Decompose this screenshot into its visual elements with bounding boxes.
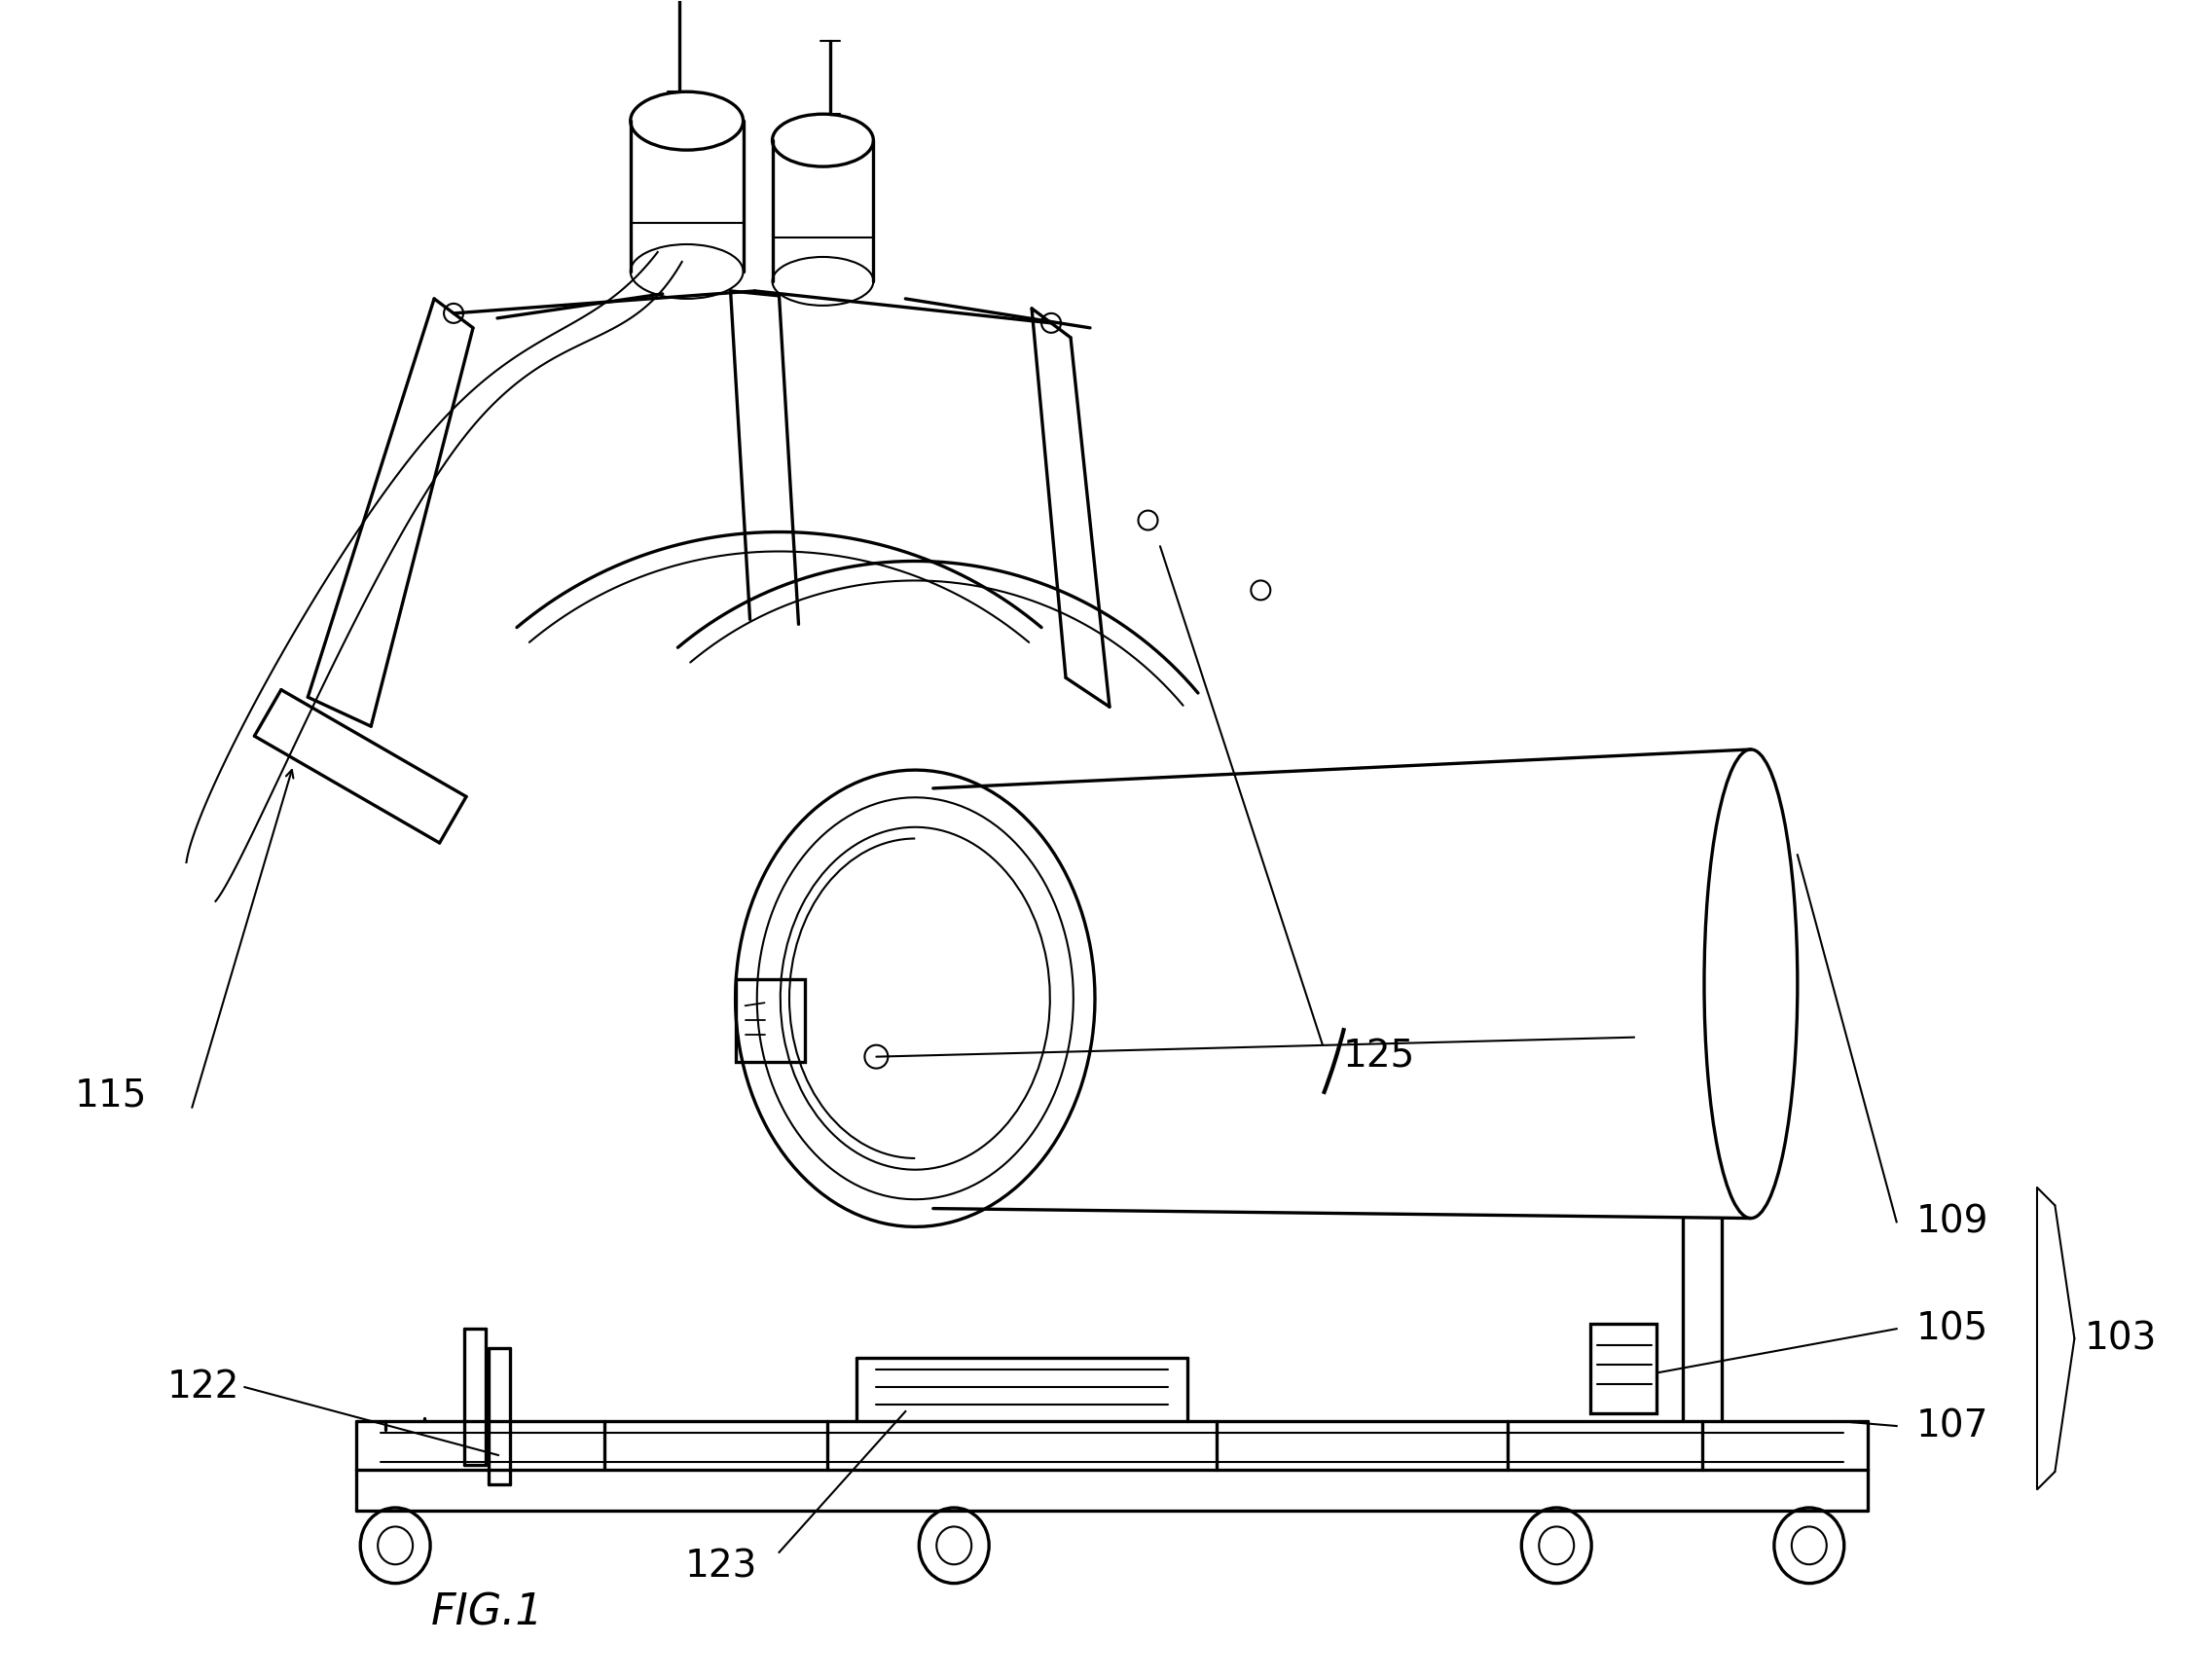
Bar (736, 979, 806, 1062)
Text: FIG.1: FIG.1 (430, 1591, 544, 1633)
Text: 107: 107 (1916, 1408, 1988, 1445)
Text: 109: 109 (1916, 1203, 1988, 1240)
Text: 103: 103 (2084, 1320, 2157, 1357)
Bar (1591, 1324, 1656, 1413)
Text: 125: 125 (1344, 1038, 1416, 1075)
Text: 105: 105 (1916, 1310, 1988, 1347)
Text: 122: 122 (166, 1369, 240, 1406)
Text: 115: 115 (74, 1077, 146, 1114)
Text: 123: 123 (684, 1549, 756, 1586)
